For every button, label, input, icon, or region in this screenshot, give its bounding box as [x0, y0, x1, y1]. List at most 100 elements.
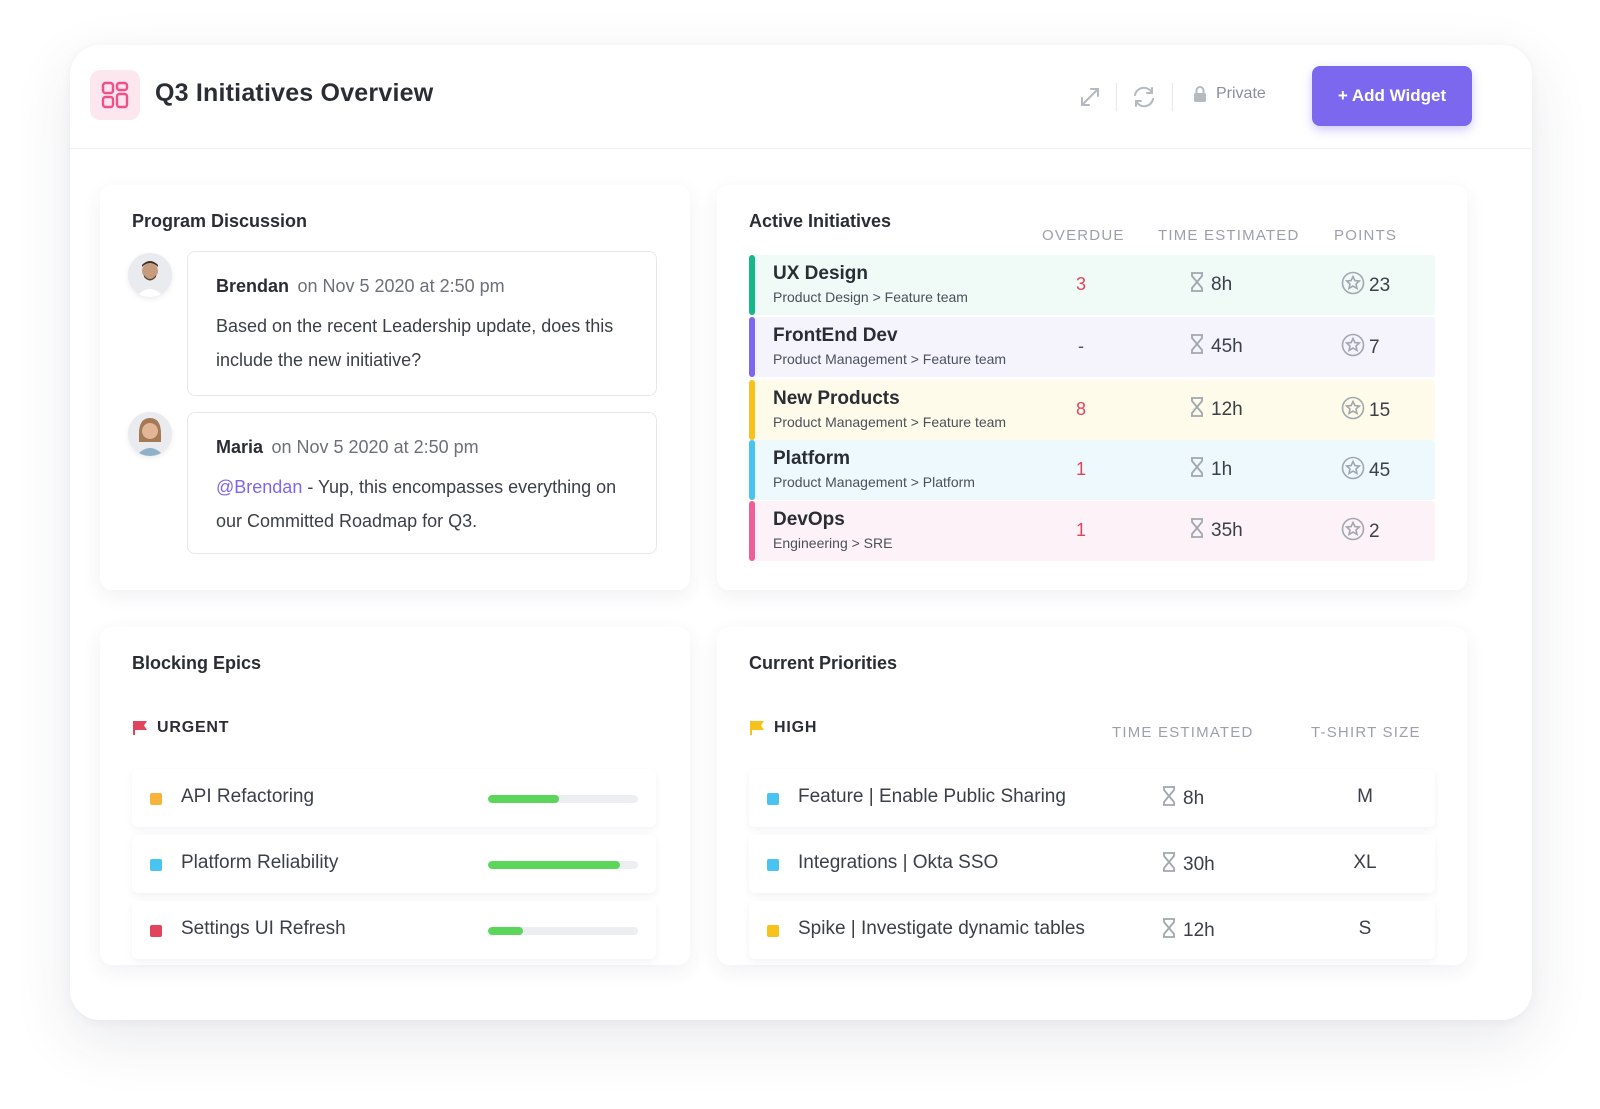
initiative-row[interactable]: Platform Product Management > Platform 1 1h…	[749, 440, 1435, 500]
lock-icon	[1194, 86, 1206, 102]
points-value: 15	[1369, 400, 1391, 421]
initiative-name[interactable]: Platform	[773, 448, 851, 469]
time-estimate: 45h	[1189, 334, 1243, 360]
progress-fill	[488, 927, 523, 935]
points-value: 2	[1369, 521, 1380, 542]
initiative-color-bar	[749, 317, 755, 377]
hourglass-icon	[1161, 852, 1177, 878]
hourglass-icon	[1189, 457, 1205, 483]
status-dot	[150, 859, 162, 871]
page-title: Q3 Initiatives Overview	[155, 79, 434, 107]
group-label: HIGH	[774, 719, 818, 736]
priority-row[interactable]: Integrations | Okta SSO 30h XL	[749, 835, 1435, 893]
refresh-icon[interactable]	[1130, 83, 1158, 111]
column-header-overdue[interactable]: OVERDUE	[1042, 227, 1125, 244]
task-name[interactable]: Integrations | Okta SSO	[798, 852, 999, 873]
column-header-tshirt-size[interactable]: T-SHIRT SIZE	[1311, 724, 1421, 741]
comment-timestamp: on Nov 5 2020 at 2:50 pm	[271, 437, 479, 457]
group-label: URGENT	[157, 719, 230, 736]
overdue-count: 1	[1075, 520, 1086, 540]
add-widget-button[interactable]: + Add Widget	[1312, 66, 1472, 126]
header-divider	[1116, 83, 1117, 111]
initiative-color-bar	[749, 380, 755, 440]
initiative-row[interactable]: New Products Product Management > Feature…	[749, 380, 1435, 440]
privacy-toggle[interactable]: Private	[1192, 85, 1266, 103]
progress-bar	[488, 927, 638, 935]
time-value: 12h	[1183, 920, 1215, 941]
points: 15	[1341, 396, 1390, 426]
task-name[interactable]: Feature | Enable Public Sharing	[798, 786, 1066, 807]
initiative-name[interactable]: New Products	[773, 388, 900, 409]
initiative-name[interactable]: DevOps	[773, 509, 845, 530]
tshirt-size: XL	[1353, 852, 1377, 873]
time-estimate: 1h	[1189, 457, 1232, 483]
progress-fill	[488, 795, 559, 803]
initiative-row[interactable]: DevOps Engineering > SRE 1 35h 2	[749, 501, 1435, 561]
status-dot	[767, 859, 779, 871]
initiative-row[interactable]: UX Design Product Design > Feature team 3 8…	[749, 255, 1435, 315]
dashboard-grid-icon	[90, 70, 140, 120]
overdue-count: -	[1078, 336, 1084, 356]
header-divider	[1172, 83, 1173, 111]
comment-bubble: Brendan on Nov 5 2020 at 2:50 pm Based o…	[187, 251, 657, 396]
flag-icon	[750, 721, 764, 735]
urgent-group-header[interactable]: URGENT	[132, 719, 229, 737]
hourglass-icon	[1189, 397, 1205, 423]
comment-author: Maria	[216, 437, 264, 457]
hourglass-icon	[1189, 518, 1205, 544]
epic-name[interactable]: API Refactoring	[181, 786, 315, 807]
overdue-count: 1	[1075, 459, 1086, 479]
expand-icon[interactable]	[1076, 83, 1104, 111]
epic-row[interactable]: Settings UI Refresh	[132, 901, 656, 959]
time-value: 30h	[1183, 854, 1215, 875]
initiative-name[interactable]: FrontEnd Dev	[773, 325, 898, 346]
card-title: Blocking Epics	[132, 653, 262, 673]
star-icon	[1341, 517, 1365, 547]
points-value: 45	[1369, 460, 1391, 481]
comment-text: Based on the recent Leadership update, d…	[216, 316, 614, 370]
initiative-path: Product Management > Platform	[773, 474, 975, 490]
column-header-time-estimated[interactable]: TIME ESTIMATED	[1112, 724, 1254, 741]
priority-row[interactable]: Feature | Enable Public Sharing 8h M	[749, 769, 1435, 827]
card-title: Active Initiatives	[749, 211, 892, 231]
avatar	[128, 412, 172, 456]
time-value: 45h	[1211, 336, 1243, 357]
epic-name[interactable]: Settings UI Refresh	[181, 918, 346, 939]
user-mention-link[interactable]: @Brendan	[216, 477, 303, 497]
dashboard-header: Q3 Initiatives Overview Private	[70, 45, 1532, 149]
comment-text-body: - Yup, this encompasses everything on ou…	[216, 477, 617, 531]
comment-author: Brendan	[216, 276, 290, 296]
active-initiatives-card: Active Initiatives OVERDUE TIME ESTIMATE…	[717, 185, 1467, 590]
star-icon	[1341, 456, 1365, 486]
column-header-time-estimated[interactable]: TIME ESTIMATED	[1158, 227, 1300, 244]
epic-row[interactable]: Platform Reliability	[132, 835, 656, 893]
hourglass-icon	[1189, 334, 1205, 360]
blocking-epics-card: Blocking Epics URGENT API Refactoring Pla…	[100, 627, 690, 965]
hourglass-icon	[1189, 272, 1205, 298]
points: 2	[1341, 517, 1380, 547]
initiative-path: Product Design > Feature team	[773, 289, 968, 305]
task-name[interactable]: Spike | Investigate dynamic tables	[798, 918, 1085, 939]
epic-row[interactable]: API Refactoring	[132, 769, 656, 827]
hourglass-icon	[1161, 786, 1177, 812]
column-header-points[interactable]: POINTS	[1334, 227, 1398, 244]
initiative-row[interactable]: FrontEnd Dev Product Management > Feature…	[749, 317, 1435, 377]
status-dot	[767, 793, 779, 805]
high-group-header[interactable]: HIGH	[749, 719, 817, 737]
star-icon	[1341, 271, 1365, 301]
comment-bubble: Maria on Nov 5 2020 at 2:50 pm @Brendan …	[187, 412, 657, 554]
initiative-path: Product Management > Feature team	[773, 351, 1007, 367]
program-discussion-card: Program Discussion Brendan on Nov 5 2020…	[100, 185, 690, 590]
time-estimate: 8h	[1161, 786, 1204, 812]
status-dot	[150, 925, 162, 937]
status-dot	[767, 925, 779, 937]
comment-timestamp: on Nov 5 2020 at 2:50 pm	[297, 276, 505, 296]
epic-name[interactable]: Platform Reliability	[181, 852, 339, 873]
initiative-color-bar	[749, 440, 755, 500]
progress-fill	[488, 861, 620, 869]
privacy-label: Private	[1216, 85, 1266, 102]
initiative-color-bar	[749, 501, 755, 561]
initiative-name[interactable]: UX Design	[773, 263, 869, 284]
current-priorities-card: Current Priorities HIGH TIME ESTIMATED T…	[717, 627, 1467, 965]
priority-row[interactable]: Spike | Investigate dynamic tables 12h S	[749, 901, 1435, 959]
